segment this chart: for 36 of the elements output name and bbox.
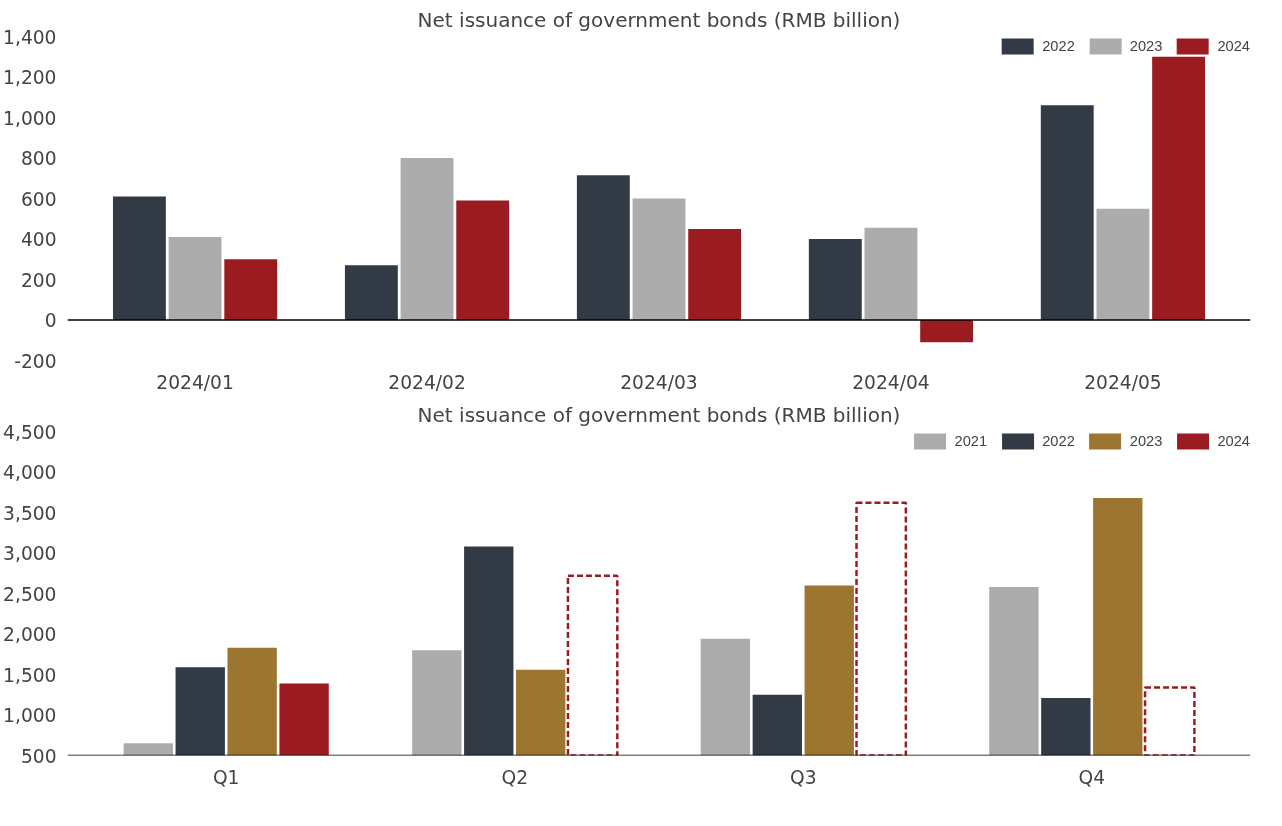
x-tick-label: 2024/01 xyxy=(156,371,234,393)
legend-label: 2023 xyxy=(1129,433,1163,449)
y-tick-label: 2,500 xyxy=(3,583,57,605)
x-tick-label: 2024/05 xyxy=(1084,371,1162,393)
legend-label: 2023 xyxy=(1129,38,1163,54)
x-tick-label: Q2 xyxy=(501,766,529,788)
chart-title: Net issuance of government bonds (RMB billion) xyxy=(417,7,901,32)
y-tick-label: 2,000 xyxy=(3,624,57,645)
y-tick-label: 1,400 xyxy=(3,26,57,48)
legend-label: 2022 xyxy=(1042,38,1075,54)
y-tick-label: -200 xyxy=(14,350,57,372)
y-tick-label: 3,500 xyxy=(3,502,57,524)
y-tick-label: 1,000 xyxy=(3,705,57,726)
y-tick-label: 4,500 xyxy=(3,421,57,443)
x-tick-label: Q1 xyxy=(212,766,240,788)
x-tick-label: Q4 xyxy=(1078,766,1106,788)
chart-title: Net issuance of government bonds (RMB billion) xyxy=(417,402,901,427)
y-tick-label: 4,000 xyxy=(3,462,57,483)
x-tick-label: 2024/03 xyxy=(620,371,698,393)
y-tick-label: 1,500 xyxy=(3,664,57,686)
y-tick-label: 500 xyxy=(20,745,57,767)
y-tick-label: 800 xyxy=(20,148,57,169)
y-tick-label: 1,200 xyxy=(3,67,57,88)
x-tick-label: 2024/02 xyxy=(388,371,466,393)
y-tick-label: 1,000 xyxy=(3,107,57,129)
legend-label: 2021 xyxy=(954,433,988,449)
y-tick-label: 600 xyxy=(20,188,57,210)
x-tick-label: Q3 xyxy=(789,766,817,788)
y-tick-label: 400 xyxy=(20,229,57,250)
legend-label: 2024 xyxy=(1217,38,1250,54)
x-tick-label: 2024/04 xyxy=(852,371,930,393)
y-tick-label: 200 xyxy=(20,269,57,291)
legend-label: 2022 xyxy=(1042,433,1075,449)
y-tick-label: 3,000 xyxy=(3,543,57,564)
y-tick-label: 0 xyxy=(44,310,57,331)
legend-label: 2024 xyxy=(1217,433,1250,449)
